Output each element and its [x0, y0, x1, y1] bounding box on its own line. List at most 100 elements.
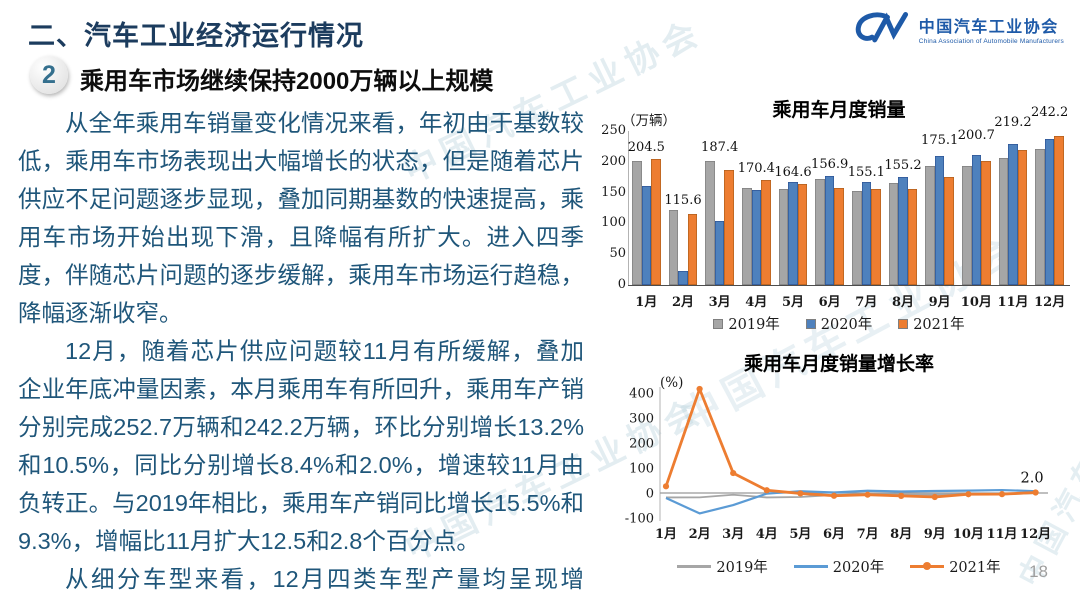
x-axis-category-label: 2月 [671, 295, 695, 310]
bar-2020年-10月 [971, 155, 982, 285]
data-point-marker [696, 385, 703, 393]
bar-2020年-8月 [898, 177, 908, 285]
bar-2020年-4月 [751, 190, 762, 285]
x-axis-category-label: 3月 [722, 527, 744, 542]
x-axis-category-label: 7月 [857, 527, 879, 542]
paragraph-2: 12月，随着芯片供应问题较11月有所缓解，叠加企业年底冲量因素，本月乘用车有所回… [18, 338, 584, 554]
bar-value-label: 219.2 [994, 114, 1032, 130]
bar-2020年-2月 [678, 271, 688, 285]
y-axis-tick-label: 400 [629, 387, 654, 402]
bar-2021年-1月 [651, 159, 661, 285]
legend-label: 2019年 [728, 317, 780, 333]
y-axis-tick-label: 200 [629, 437, 654, 452]
legend-item-2019年: 2019年 [713, 313, 780, 334]
x-axis-line [628, 285, 1070, 286]
bar-2021年-9月 [944, 177, 954, 285]
x-axis-category-label: 5月 [789, 527, 811, 542]
data-point-marker [864, 491, 871, 498]
bar-value-label: 115.6 [664, 192, 702, 208]
x-axis-category-label: 5月 [781, 295, 805, 310]
legend-swatch [713, 318, 724, 329]
legend-line-swatch [910, 562, 945, 570]
line-chart-canvas: -100 0 100 200 300 400 1月 2月 3月 4月 5月 6月 7月 8月 9月 10月 11… [625, 385, 1051, 542]
legend-marker-dot [923, 562, 932, 570]
legend-label: 2020年 [820, 317, 873, 333]
bar-value-label: 175.1 [921, 133, 959, 149]
legend-label: 2019年 [716, 560, 768, 576]
y-axis-line [628, 131, 629, 285]
logo-text: 中国汽车工业协会 China Association of Automobile… [919, 13, 1064, 45]
legend-label: 2021年 [913, 317, 965, 333]
bar-value-label: 155.1 [847, 165, 885, 181]
x-axis-category-label: 3月 [708, 295, 731, 310]
data-point-marker [931, 493, 938, 501]
y-axis-tick-label: 100 [601, 215, 626, 231]
page-title: 二、汽车工业经济运行情况 [28, 21, 364, 51]
bar-2019年-9月 [925, 166, 935, 285]
x-axis-category-label: 1月 [635, 295, 658, 310]
y-axis-tick-label: 300 [629, 412, 654, 427]
bar-value-label: 156.9 [811, 157, 849, 173]
line-series-2021年 [664, 387, 1036, 499]
data-point-marker [898, 492, 905, 499]
x-axis-category-label: 8月 [890, 527, 912, 542]
legend-item-2020年: 2020年 [805, 313, 873, 334]
y-axis-tick-label: 200 [601, 153, 626, 169]
bar-2020年-12月 [1044, 138, 1055, 285]
monthly-growth-line-chart: 乘用车月度销量增长率 (%) -100 0 100 200 300 400 1月 2月 3月 4月 5月… [598, 343, 1080, 598]
bar-2019年-1月 [632, 160, 642, 285]
legend-line-swatch [793, 565, 828, 568]
section-number-badge: 2 [30, 56, 68, 94]
data-point-marker [730, 469, 737, 477]
legend-label: 2020年 [832, 560, 885, 576]
bar-2021年-7月 [871, 189, 881, 285]
x-axis-category-label: 11月 [997, 295, 1029, 310]
bar-2021年-6月 [834, 188, 844, 285]
y-axis-tick-label: -100 [625, 512, 654, 527]
y-axis-tick-label: 100 [629, 462, 654, 477]
data-point-marker [763, 487, 770, 494]
legend-label: 2021年 [949, 560, 1001, 576]
x-axis-category-label: 6月 [823, 527, 845, 542]
x-axis-category-label: 12月 [1034, 295, 1066, 310]
y-axis-tick-label: 0 [646, 487, 654, 502]
caam-logo: 中国汽车工业协会 China Association of Automobile… [853, 10, 1064, 48]
x-axis-category-label: 6月 [818, 295, 841, 310]
bar-2019年-11月 [998, 158, 1009, 285]
bar-2021年-5月 [797, 183, 808, 285]
x-axis-category-label: 7月 [855, 295, 878, 310]
x-axis-category-label: 2月 [689, 527, 711, 542]
bar-value-label: 155.2 [884, 158, 922, 173]
y-axis-tick-label: 150 [601, 184, 626, 200]
x-axis-category-label: 4月 [745, 295, 768, 310]
bar-value-label: 242.2 [1031, 104, 1069, 120]
x-axis-category-label: 4月 [756, 527, 778, 542]
line-chart-legend: 2019年 2020年 2021年 [598, 556, 1080, 577]
bar-2020年-9月 [934, 156, 945, 285]
legend-item-2021年: 2021年 [910, 556, 1001, 577]
paragraph-1: 从全年乘用车销量变化情况来看，年初由于基数较低，乘用车市场表现出大幅增长的状态，… [18, 110, 584, 326]
end-value-label: 2.0 [1021, 471, 1044, 487]
logo-name-en: China Association of Automobile Manufact… [918, 38, 1064, 45]
bar-2020年-11月 [1008, 143, 1018, 285]
x-axis-category-label: 9月 [928, 295, 951, 310]
x-axis-category-label: 10月 [960, 295, 992, 310]
bar-value-label: 187.4 [701, 139, 739, 155]
line-chart-title: 乘用车月度销量增长率 [743, 354, 934, 375]
bar-2021年-12月 [1054, 135, 1064, 285]
bar-2020年-1月 [641, 185, 652, 285]
line-series-2020年 [665, 488, 1036, 515]
section-heading: 乘用车市场继续保持2000万辆以上规模 [80, 68, 494, 95]
legend-item-2019年: 2019年 [677, 556, 768, 577]
x-axis-category-label: 12月 [1020, 527, 1051, 542]
x-axis-category-label: 1月 [655, 527, 677, 542]
bar-chart-legend: 2019年 2020年 2021年 [598, 313, 1080, 334]
bar-2020年-5月 [788, 181, 798, 285]
bar-2019年-4月 [742, 187, 752, 285]
bar-chart-title: 乘用车月度销量 [772, 100, 906, 121]
line-chart-unit-label: (%) [660, 375, 684, 391]
caam-logo-icon [855, 12, 908, 43]
data-point-marker [662, 483, 670, 490]
logo-name-cn: 中国汽车工业协会 [918, 19, 1059, 36]
bar-2020年-6月 [824, 176, 835, 285]
